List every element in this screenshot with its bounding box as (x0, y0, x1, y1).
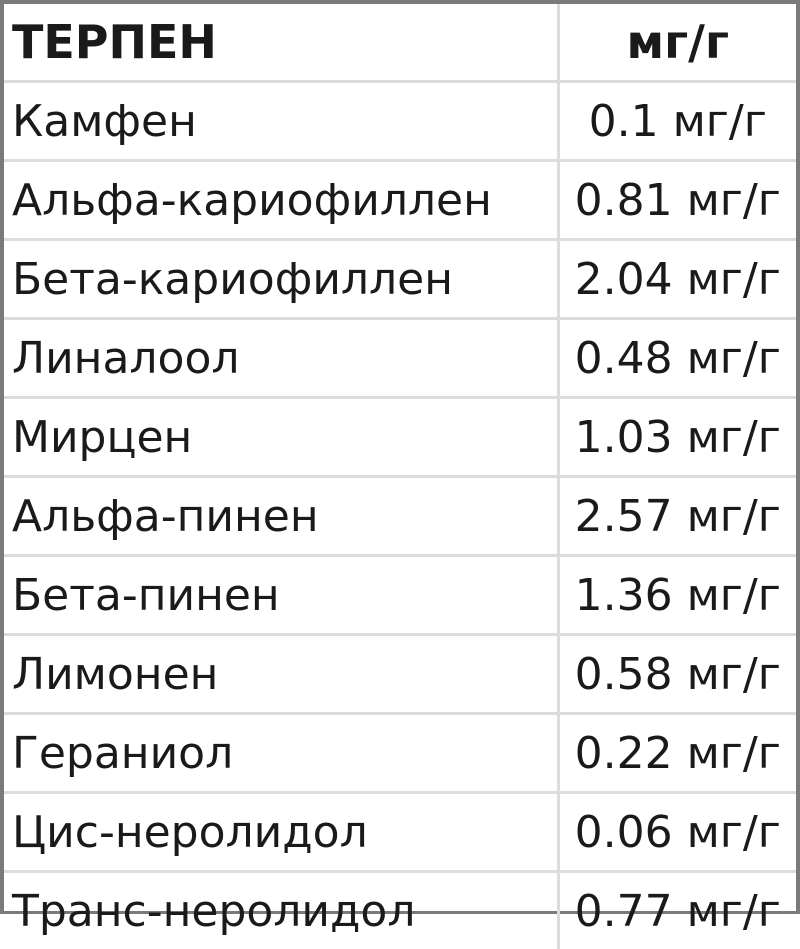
terpene-value: 0.58 мг/г (558, 635, 796, 714)
terpene-value: 0.22 мг/г (558, 714, 796, 793)
terpene-name: Бета-кариофиллен (4, 240, 558, 319)
terpene-name: Гераниол (4, 714, 558, 793)
terpene-name: Камфен (4, 82, 558, 161)
terpene-value: 2.04 мг/г (558, 240, 796, 319)
terpene-value: 0.06 мг/г (558, 793, 796, 872)
terpene-name: Альфа-пинен (4, 477, 558, 556)
header-unit: мг/г (558, 4, 796, 82)
terpene-value: 0.77 мг/г (558, 872, 796, 949)
terpene-name: Альфа-кариофиллен (4, 161, 558, 240)
terpene-value: 0.48 мг/г (558, 319, 796, 398)
terpene-name: Мирцен (4, 398, 558, 477)
terpene-value: 2.57 мг/г (558, 477, 796, 556)
terpene-value: 1.36 мг/г (558, 556, 796, 635)
terpene-name: Лимонен (4, 635, 558, 714)
terpene-name: Транс-неролидол (4, 872, 558, 949)
terpene-name: Цис-неролидол (4, 793, 558, 872)
header-terpene: ТЕРПЕН (4, 4, 558, 82)
terpene-value: 1.03 мг/г (558, 398, 796, 477)
terpene-value: 0.81 мг/г (558, 161, 796, 240)
terpene-name: Бета-пинен (4, 556, 558, 635)
terpene-name: Линалоол (4, 319, 558, 398)
table-header-row: ТЕРПЕН мг/г (4, 4, 796, 82)
terpene-value: 0.1 мг/г (558, 82, 796, 161)
